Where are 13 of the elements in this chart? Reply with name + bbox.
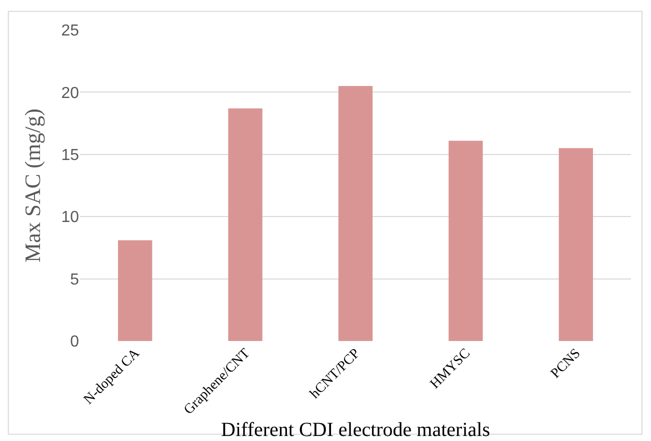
y-axis-title: Max SAC (mg/g) bbox=[20, 108, 46, 262]
y-tick-label: 20 bbox=[61, 84, 80, 102]
bar bbox=[228, 108, 262, 341]
y-tick-label: 0 bbox=[70, 334, 80, 351]
bar bbox=[118, 240, 152, 341]
y-tick-label: 10 bbox=[61, 209, 80, 226]
y-tick-label: 5 bbox=[70, 271, 80, 288]
bar bbox=[448, 140, 483, 341]
bar bbox=[338, 86, 373, 341]
x-axis-title: Different CDI electrode materials bbox=[221, 419, 490, 441]
bar bbox=[558, 148, 593, 341]
y-tick-label: 15 bbox=[61, 147, 80, 164]
y-tick-label: 25 bbox=[61, 22, 80, 40]
